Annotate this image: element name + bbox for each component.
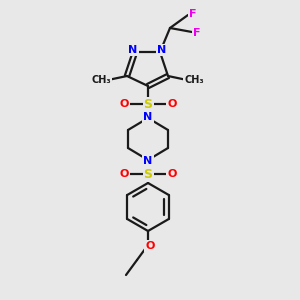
Text: O: O bbox=[145, 241, 155, 251]
Text: O: O bbox=[119, 99, 129, 109]
Text: S: S bbox=[143, 98, 152, 110]
Text: O: O bbox=[119, 169, 129, 179]
Text: F: F bbox=[193, 28, 201, 38]
Text: O: O bbox=[167, 169, 177, 179]
Text: S: S bbox=[143, 167, 152, 181]
Text: N: N bbox=[158, 45, 166, 55]
Text: CH₃: CH₃ bbox=[91, 75, 111, 85]
Text: N: N bbox=[143, 156, 153, 166]
Text: F: F bbox=[189, 9, 197, 19]
Text: N: N bbox=[128, 45, 138, 55]
Text: N: N bbox=[143, 112, 153, 122]
Text: CH₃: CH₃ bbox=[184, 75, 204, 85]
Text: O: O bbox=[167, 99, 177, 109]
